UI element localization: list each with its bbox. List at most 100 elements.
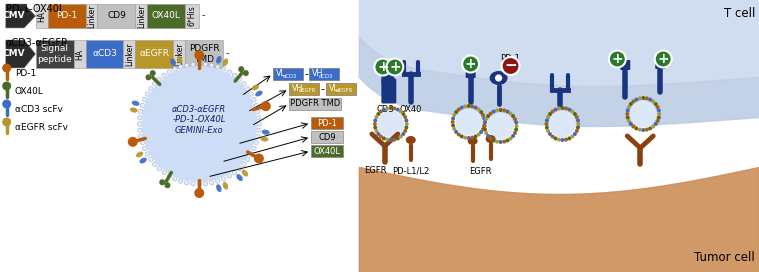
Circle shape [145,152,150,156]
Circle shape [656,119,660,123]
Circle shape [167,70,172,74]
Circle shape [483,120,487,124]
Circle shape [379,135,383,138]
Circle shape [146,74,152,80]
Circle shape [511,134,515,138]
Circle shape [254,153,264,163]
Text: CMV: CMV [3,11,25,20]
FancyBboxPatch shape [273,68,303,80]
FancyBboxPatch shape [36,4,48,28]
Circle shape [203,62,208,67]
FancyBboxPatch shape [36,40,74,68]
Circle shape [249,92,254,96]
Circle shape [138,134,143,139]
Circle shape [571,135,575,138]
Circle shape [451,123,455,128]
FancyBboxPatch shape [135,40,173,68]
Circle shape [257,128,261,132]
Circle shape [194,188,204,198]
Ellipse shape [136,152,143,157]
Circle shape [157,166,162,171]
FancyBboxPatch shape [311,145,343,157]
Circle shape [489,137,493,141]
Text: -: - [201,11,204,20]
Circle shape [549,110,576,138]
Circle shape [502,57,520,75]
Circle shape [625,109,630,112]
Circle shape [194,50,204,60]
Circle shape [254,103,258,108]
Circle shape [143,146,146,151]
Circle shape [492,110,496,114]
Ellipse shape [252,85,259,90]
Circle shape [463,104,467,109]
Ellipse shape [177,56,182,64]
Circle shape [483,124,487,128]
FancyBboxPatch shape [466,68,476,78]
FancyBboxPatch shape [655,59,665,69]
Circle shape [237,166,241,171]
Circle shape [232,73,237,78]
Circle shape [137,116,142,120]
Circle shape [178,65,183,69]
Circle shape [546,129,550,133]
FancyBboxPatch shape [48,4,86,28]
Circle shape [241,82,246,86]
Text: VL: VL [276,69,286,78]
Circle shape [576,118,580,122]
Circle shape [395,108,400,112]
Circle shape [376,132,380,136]
Circle shape [499,108,502,112]
Text: PD-1: PD-1 [317,119,337,128]
Circle shape [402,112,405,116]
Circle shape [557,106,561,110]
Polygon shape [6,4,36,28]
Circle shape [648,98,652,101]
Text: OX40L: OX40L [152,11,181,20]
FancyBboxPatch shape [147,4,185,28]
Circle shape [238,66,244,72]
Circle shape [509,137,512,141]
Circle shape [546,115,550,119]
FancyBboxPatch shape [311,117,343,129]
Circle shape [257,122,261,126]
Ellipse shape [241,170,248,177]
Circle shape [2,82,11,91]
Circle shape [138,109,143,114]
Circle shape [483,128,487,132]
FancyBboxPatch shape [289,98,341,110]
Circle shape [609,51,626,67]
Circle shape [641,128,645,132]
Circle shape [455,109,482,135]
Text: Tumor cell: Tumor cell [694,251,755,264]
Circle shape [635,98,638,101]
Circle shape [140,140,144,145]
Circle shape [197,182,201,186]
Circle shape [462,55,479,73]
Circle shape [489,112,493,116]
Circle shape [373,126,377,129]
Circle shape [513,131,517,135]
Circle shape [389,138,393,142]
Text: αCD3-αEGFR
-PD-1-OX40L
GEMINI-Exo: αCD3-αEGFR -PD-1-OX40L GEMINI-Exo [172,105,226,135]
Polygon shape [6,40,36,68]
Circle shape [403,129,408,133]
Circle shape [184,181,189,185]
Circle shape [197,62,201,66]
Text: OX40: OX40 [399,105,422,114]
Circle shape [575,129,579,133]
Text: Linker: Linker [87,4,96,28]
Circle shape [256,109,260,114]
Circle shape [389,106,393,110]
Text: +: + [377,60,389,74]
Circle shape [153,82,157,86]
Text: CD3: CD3 [377,105,395,114]
Circle shape [395,137,400,140]
Circle shape [515,124,518,128]
Circle shape [638,128,641,132]
Text: HA: HA [75,48,84,60]
Circle shape [479,130,483,134]
FancyBboxPatch shape [289,83,319,95]
Circle shape [377,110,405,138]
Circle shape [514,120,518,124]
